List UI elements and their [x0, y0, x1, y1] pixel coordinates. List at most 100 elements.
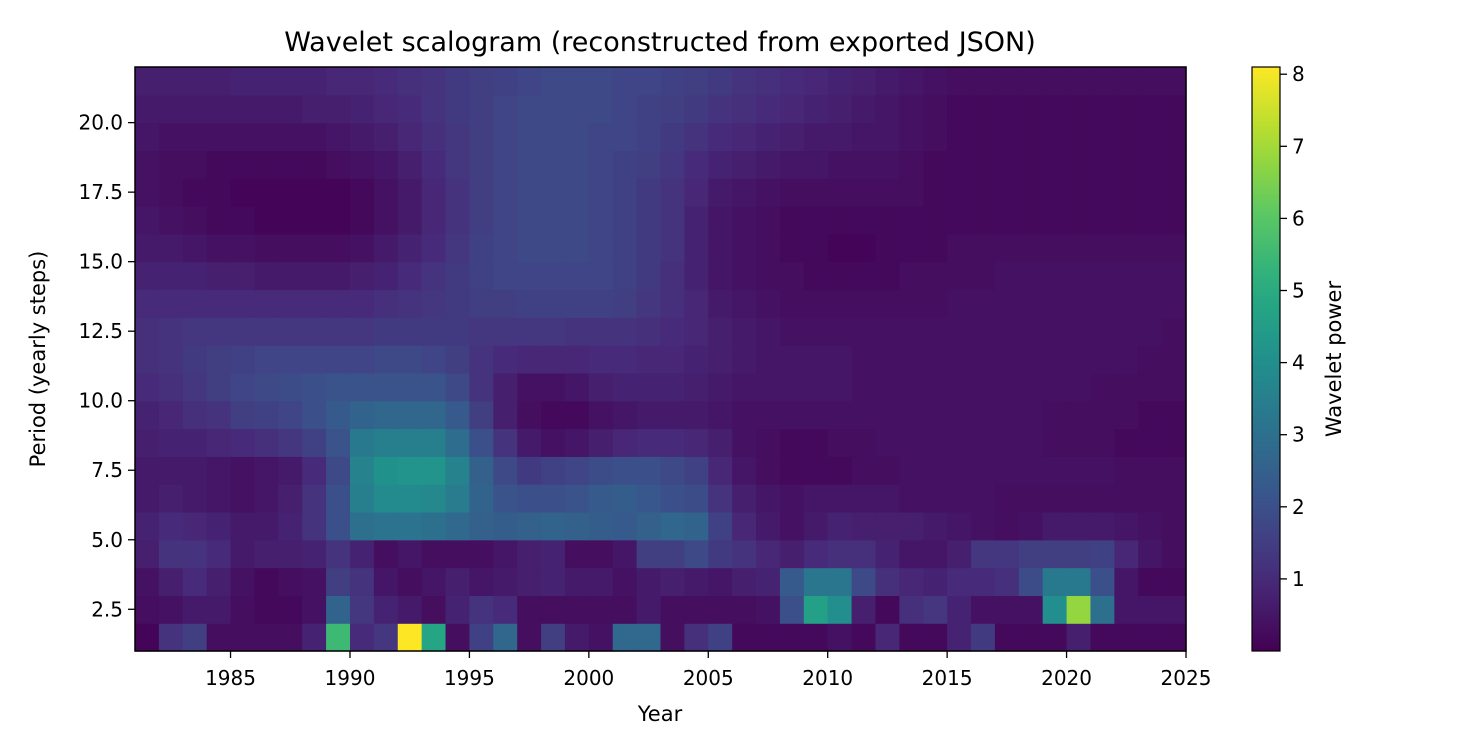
heatmap-cell [732, 317, 757, 346]
heatmap-cell [541, 567, 566, 596]
heatmap-cell [1042, 289, 1068, 318]
heatmap-cell [1138, 511, 1163, 541]
heatmap-cell [182, 484, 208, 513]
heatmap-cell [708, 94, 733, 124]
heatmap-cell [158, 345, 184, 374]
heatmap-cell [1090, 67, 1115, 96]
heatmap-cell [756, 567, 781, 596]
heatmap-cell [1042, 623, 1068, 652]
heatmap-cell [1066, 289, 1092, 318]
heatmap-cell [445, 400, 471, 430]
heatmap-cell [254, 623, 279, 652]
heatmap-cell [302, 567, 327, 596]
y-tick-label: 10.0 [78, 389, 123, 413]
heatmap-cell [182, 428, 208, 457]
heatmap-cell [135, 456, 160, 485]
heatmap-cell [923, 289, 948, 318]
heatmap-cell [1138, 178, 1163, 207]
heatmap-cell [756, 289, 781, 318]
heatmap-cell [421, 122, 447, 152]
heatmap-cell [135, 233, 160, 263]
heatmap-cell [994, 178, 1020, 207]
heatmap-cell [994, 289, 1020, 318]
heatmap-cell [684, 595, 709, 624]
heatmap-cell [1066, 567, 1092, 596]
heatmap-cell [851, 428, 877, 457]
heatmap-cell [230, 150, 256, 179]
heatmap-cell [756, 400, 781, 430]
heatmap-cell [660, 372, 685, 402]
heatmap-cell [779, 206, 805, 235]
heatmap-cell [803, 428, 829, 457]
heatmap-cell [827, 511, 853, 541]
heatmap-cell [445, 289, 471, 318]
heatmap-cell [493, 345, 518, 374]
heatmap-cell [875, 67, 900, 96]
heatmap-cell [1162, 206, 1187, 235]
heatmap-cell [182, 317, 208, 346]
heatmap-cell [1090, 289, 1115, 318]
heatmap-cell [803, 372, 829, 402]
heatmap-cell [588, 67, 614, 96]
heatmap-cell [135, 317, 160, 346]
heatmap-cell [636, 539, 662, 569]
heatmap-cell [1114, 178, 1139, 207]
heatmap-cell [636, 400, 662, 430]
heatmap-cell [206, 122, 232, 152]
heatmap-cell [541, 233, 566, 263]
heatmap-cell [1042, 372, 1068, 402]
heatmap-cell [158, 400, 184, 430]
heatmap-cell [206, 595, 232, 624]
heatmap-cell [851, 400, 877, 430]
heatmap-cell [1018, 122, 1044, 152]
heatmap-cell [302, 206, 327, 235]
heatmap-cell [732, 122, 757, 152]
heatmap-cell [899, 289, 924, 318]
heatmap-cell [660, 539, 685, 569]
heatmap-cell [1162, 150, 1187, 179]
heatmap-cell [947, 206, 972, 235]
heatmap-cell [397, 372, 423, 402]
heatmap-cell [1090, 317, 1115, 346]
heatmap-cell [397, 400, 423, 430]
heatmap-cell [326, 539, 351, 569]
heatmap-cell [971, 372, 996, 402]
heatmap-cell [971, 428, 996, 457]
heatmap-cell [182, 94, 208, 124]
heatmap-cell [469, 567, 494, 596]
heatmap-cell [326, 317, 351, 346]
heatmap-cell [278, 67, 303, 96]
heatmap-cell [1114, 150, 1139, 179]
heatmap-cell [254, 150, 279, 179]
heatmap-cell [756, 94, 781, 124]
heatmap-cell [779, 623, 805, 652]
heatmap-cell [1162, 484, 1187, 513]
heatmap-cell [971, 456, 996, 485]
heatmap-cell [971, 233, 996, 263]
heatmap-cell [1114, 511, 1139, 541]
heatmap-cell [1018, 345, 1044, 374]
heatmap-cell [636, 206, 662, 235]
heatmap-cell [254, 345, 279, 374]
heatmap-cell [493, 428, 518, 457]
heatmap-cell [326, 623, 351, 652]
heatmap-cell [278, 539, 303, 569]
heatmap-cell [206, 456, 232, 485]
heatmap-cell [971, 122, 996, 152]
heatmap-cell [875, 345, 900, 374]
heatmap-cell [182, 539, 208, 569]
heatmap-cell [1114, 206, 1139, 235]
heatmap-cell [541, 456, 566, 485]
heatmap-cell [230, 206, 256, 235]
heatmap-cell [230, 345, 256, 374]
heatmap-cell [588, 345, 614, 374]
heatmap-cell [564, 289, 590, 318]
heatmap-cell [1066, 623, 1092, 652]
heatmap-cell [994, 122, 1020, 152]
heatmap-cell [994, 233, 1020, 263]
heatmap-cell [1042, 122, 1068, 152]
heatmap-cell [1138, 567, 1163, 596]
heatmap-cell [1042, 233, 1068, 263]
heatmap-cell [803, 122, 829, 152]
heatmap-cell [1162, 122, 1187, 152]
